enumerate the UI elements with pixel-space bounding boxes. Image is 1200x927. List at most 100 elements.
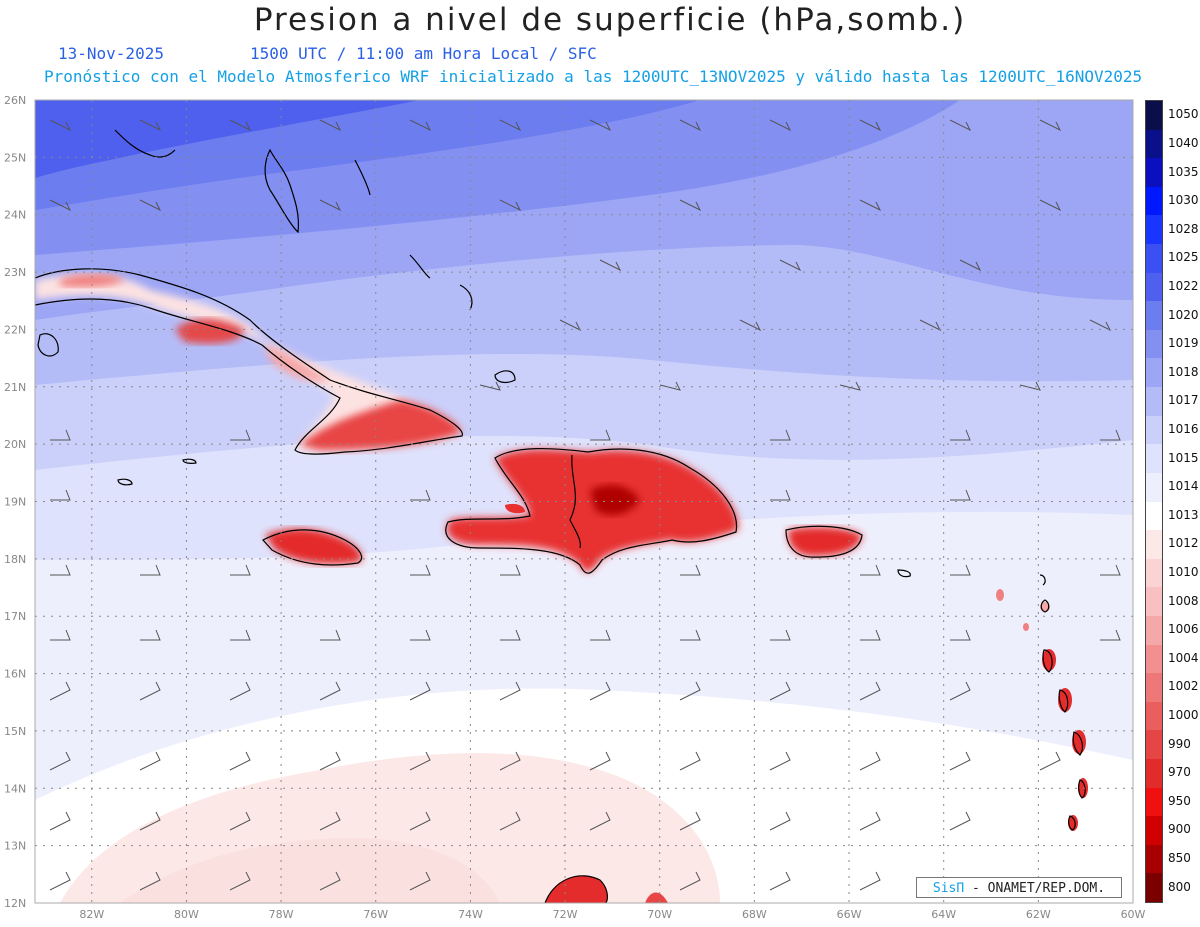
legend-swatch — [1146, 758, 1162, 789]
lon-tick-label: 66W — [837, 908, 862, 921]
lat-tick-label: 12N — [4, 897, 26, 910]
lon-tick-label: 70W — [647, 908, 672, 921]
legend-swatch — [1146, 101, 1162, 131]
map-title: Presion a nivel de superficie (hPa,somb.… — [253, 2, 967, 38]
legend-swatch — [1146, 587, 1162, 617]
legend-label: 1008 — [1168, 593, 1199, 608]
jamaica-pressure — [265, 528, 362, 565]
lon-tick-label: 62W — [1026, 908, 1051, 921]
lon-tick-label: 72W — [553, 908, 578, 921]
lon-tick-label: 80W — [174, 908, 199, 921]
lon-tick-label: 82W — [79, 908, 104, 921]
legend-swatch — [1146, 186, 1162, 216]
lat-tick-label: 21N — [4, 381, 26, 394]
puerto-rico-pressure — [787, 527, 862, 557]
legend-swatch — [1146, 558, 1162, 588]
legend-swatch — [1146, 472, 1162, 502]
legend-label: 800 — [1168, 879, 1191, 894]
lat-tick-label: 25N — [4, 151, 26, 164]
lat-tick-label: 18N — [4, 553, 26, 566]
legend-label: 1022 — [1168, 278, 1199, 293]
legend-swatch — [1146, 301, 1162, 331]
legend-swatch — [1146, 701, 1162, 731]
legend-label: 1018 — [1168, 364, 1199, 379]
lon-tick-label: 76W — [363, 908, 388, 921]
legend-swatch — [1146, 501, 1162, 531]
legend-label: 1015 — [1168, 450, 1199, 465]
cuba-pressure — [35, 274, 462, 451]
venezuela-pressure-2 — [645, 892, 668, 903]
lat-tick-label: 20N — [4, 438, 26, 451]
legend-swatch — [1146, 644, 1162, 674]
lon-tick-label: 64W — [931, 908, 956, 921]
legend-label: 1010 — [1168, 565, 1199, 580]
legend-swatch — [1146, 873, 1162, 903]
legend-label: 970 — [1168, 765, 1191, 780]
legend-label: 1013 — [1168, 507, 1199, 522]
legend-swatch — [1146, 673, 1162, 703]
wind-barbs — [49, 119, 1121, 891]
legend-swatch — [1146, 358, 1162, 388]
legend-swatch — [1146, 215, 1162, 245]
lat-tick-label: 22N — [4, 323, 26, 336]
legend-label: 1017 — [1168, 393, 1199, 408]
legend-swatch — [1146, 730, 1162, 760]
hispaniola-pressure — [446, 449, 739, 572]
lat-tick-label: 26N — [4, 94, 26, 107]
legend-label: 1025 — [1168, 250, 1199, 265]
lon-tick-label: 74W — [458, 908, 483, 921]
legend-label: 1016 — [1168, 421, 1199, 436]
legend-label: 1012 — [1168, 536, 1199, 551]
pressure-band-1012b — [120, 837, 500, 903]
legend-label: 1006 — [1168, 622, 1199, 637]
legend-swatch — [1146, 787, 1162, 817]
legend-swatch — [1146, 244, 1162, 274]
legend-swatch — [1146, 387, 1162, 417]
pressure-legend — [1145, 100, 1163, 903]
lat-tick-label: 24N — [4, 209, 26, 222]
lat-tick-label: 16N — [4, 668, 26, 681]
legend-swatch — [1146, 415, 1162, 445]
forecast-description: Pronóstico con el Modelo Atmosferico WRF… — [44, 67, 1143, 86]
legend-swatch — [1146, 615, 1162, 646]
legend-label: 1040 — [1168, 135, 1199, 150]
lat-tick-label: 19N — [4, 496, 26, 509]
legend-label: 1014 — [1168, 479, 1199, 494]
legend-label: 1000 — [1168, 708, 1199, 723]
lat-tick-label: 17N — [4, 610, 26, 623]
forecast-time: 1500 UTC / 11:00 am Hora Local / SFC — [250, 44, 597, 63]
graticule — [35, 100, 1133, 903]
legend-swatch — [1146, 530, 1162, 560]
legend-label: 1004 — [1168, 650, 1199, 665]
axis-labels: 26N 25N 24N 23N 22N 21N 20N 19N 18N 17N 16N 15N 14N 1… — [4, 94, 1146, 921]
sisptt-logo-text: SisΠ — [932, 881, 965, 896]
legend-swatch — [1146, 816, 1162, 846]
pressure-band-1022 — [35, 100, 420, 178]
lon-tick-label: 68W — [742, 908, 767, 921]
legend-swatch — [1146, 158, 1162, 188]
credit-box: SisΠ - ONAMET/REP.DOM. — [916, 877, 1122, 898]
legend-swatch — [1146, 329, 1162, 359]
lon-tick-label: 78W — [269, 908, 294, 921]
legend-label: 950 — [1168, 793, 1191, 808]
legend-label: 900 — [1168, 822, 1191, 837]
forecast-date: 13-Nov-2025 — [58, 44, 164, 63]
legend-label: 850 — [1168, 851, 1191, 866]
lat-tick-label: 13N — [4, 840, 26, 853]
lat-tick-label: 23N — [4, 266, 26, 279]
legend-label: 1030 — [1168, 193, 1199, 208]
map-plot-area — [35, 100, 1133, 903]
legend-label: 1028 — [1168, 221, 1199, 236]
legend-swatch — [1146, 844, 1162, 874]
lon-tick-label: 60W — [1121, 908, 1146, 921]
credit-org: - ONAMET/REP.DOM. — [964, 881, 1106, 896]
lat-tick-label: 15N — [4, 725, 26, 738]
legend-label: 1002 — [1168, 679, 1199, 694]
legend-label: 1035 — [1168, 164, 1199, 179]
legend-swatch — [1146, 272, 1162, 302]
legend-label: 1019 — [1168, 336, 1199, 351]
legend-label: 990 — [1168, 736, 1191, 751]
map-frame — [34, 99, 1134, 904]
coastlines — [35, 129, 1086, 903]
